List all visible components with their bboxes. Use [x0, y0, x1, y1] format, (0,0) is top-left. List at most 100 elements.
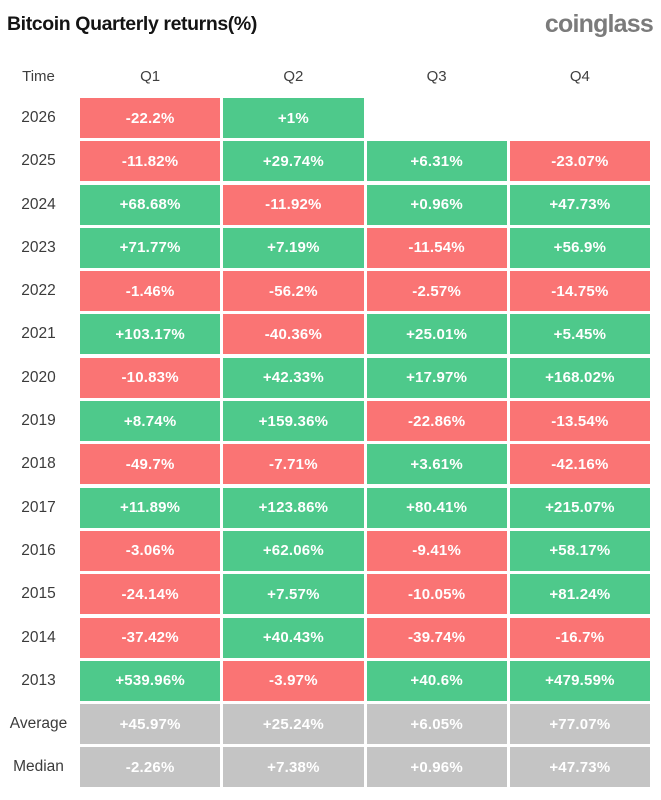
- table-row-2013: 2013 +539.96% -3.97% +40.6% +479.59%: [0, 660, 650, 701]
- return-cell-2026-q4: [510, 98, 650, 138]
- return-cell-2021-q1: +103.17%: [80, 314, 221, 355]
- return-cell-2024-q2: -11.92%: [223, 184, 364, 225]
- row-label: 2017: [21, 498, 56, 516]
- return-cell-average-q2: +25.24%: [223, 704, 364, 745]
- return-cell-2018-q4: -42.16%: [509, 444, 650, 485]
- row-label: 2020: [21, 368, 56, 386]
- table-header-row: Time Q1 Q2 Q3 Q4: [0, 64, 650, 88]
- return-cell-2024-q1: +68.68%: [80, 184, 221, 225]
- table-row-average: Average +45.97% +25.24% +6.05% +77.07%: [0, 704, 650, 745]
- return-cell-2014-q4: -16.7%: [509, 617, 650, 658]
- column-header-q2: Q2: [283, 67, 304, 85]
- return-cell-2021-q2: -40.36%: [223, 314, 364, 355]
- return-cell-2019-q3: -22.86%: [366, 401, 507, 442]
- return-cell-2014-q1: -37.42%: [80, 617, 221, 658]
- table-row-2020: 2020 -10.83% +42.33% +17.97% +168.02%: [0, 357, 650, 398]
- return-cell-2022-q4: -14.75%: [509, 271, 650, 312]
- table-row-2025: 2025 -11.82% +29.74% +6.31% -23.07%: [0, 141, 650, 182]
- return-cell-2019-q1: +8.74%: [80, 401, 221, 442]
- return-cell-2016-q4: +58.17%: [509, 530, 650, 571]
- table-row-2018: 2018 -49.7% -7.71% +3.61% -42.16%: [0, 444, 650, 485]
- return-cell-2020-q4: +168.02%: [509, 357, 650, 398]
- return-cell-2017-q1: +11.89%: [80, 487, 221, 528]
- return-cell-2015-q1: -24.14%: [80, 574, 221, 615]
- table-row-2026: 2026 -22.2% +1%: [0, 98, 650, 138]
- return-cell-2019-q4: -13.54%: [509, 401, 650, 442]
- return-cell-2015-q4: +81.24%: [509, 574, 650, 615]
- return-cell-2017-q2: +123.86%: [223, 487, 364, 528]
- coinglass-logo: coinglass: [544, 10, 654, 38]
- return-cell-2019-q2: +159.36%: [223, 401, 364, 442]
- return-cell-2016-q3: -9.41%: [366, 530, 507, 571]
- return-cell-average-q3: +6.05%: [366, 704, 507, 745]
- row-label: 2026: [21, 109, 56, 126]
- return-cell-median-q3: +0.96%: [366, 747, 507, 788]
- return-cell-2015-q3: -10.05%: [366, 574, 507, 615]
- table-row-median: Median -2.26% +7.38% +0.96% +47.73%: [0, 747, 650, 788]
- table-row-2022: 2022 -1.46% -56.2% -2.57% -14.75%: [0, 271, 650, 312]
- table-row-2017: 2017 +11.89% +123.86% +80.41% +215.07%: [0, 487, 650, 528]
- page-title: Bitcoin Quarterly returns(%): [7, 13, 257, 35]
- return-cell-2018-q2: -7.71%: [223, 444, 364, 485]
- return-cell-2024-q4: +47.73%: [509, 184, 650, 225]
- row-label: 2021: [21, 325, 56, 343]
- row-label: 2023: [21, 238, 56, 256]
- row-label: 2019: [21, 412, 56, 430]
- row-label: 2018: [21, 455, 56, 473]
- table-row-2019: 2019 +8.74% +159.36% -22.86% -13.54%: [0, 401, 650, 442]
- row-label: 2013: [21, 671, 56, 689]
- return-cell-2013-q4: +479.59%: [509, 660, 650, 701]
- return-cell-median-q4: +47.73%: [509, 747, 650, 788]
- return-cell-2022-q3: -2.57%: [366, 271, 507, 312]
- return-cell-2021-q3: +25.01%: [366, 314, 507, 355]
- return-cell-2026-q3: [367, 98, 507, 138]
- row-label: 2016: [21, 541, 56, 559]
- return-cell-2023-q3: -11.54%: [366, 227, 507, 268]
- return-cell-2023-q2: +7.19%: [223, 227, 364, 268]
- return-cell-2025-q2: +29.74%: [223, 141, 364, 182]
- return-cell-2025-q3: +6.31%: [366, 141, 507, 182]
- return-cell-2017-q3: +80.41%: [366, 487, 507, 528]
- return-cell-2016-q2: +62.06%: [223, 530, 364, 571]
- return-cell-2024-q3: +0.96%: [366, 184, 507, 225]
- return-cell-2013-q3: +40.6%: [366, 660, 507, 701]
- return-cell-median-q1: -2.26%: [80, 747, 221, 788]
- return-cell-2026-q2: +1%: [223, 98, 364, 138]
- return-cell-2020-q2: +42.33%: [223, 357, 364, 398]
- return-cell-2022-q1: -1.46%: [80, 271, 221, 312]
- return-cell-2016-q1: -3.06%: [80, 530, 221, 571]
- column-header-q3: Q3: [426, 67, 447, 85]
- return-cell-2013-q1: +539.96%: [80, 660, 221, 701]
- table-row-2024: 2024 +68.68% -11.92% +0.96% +47.73%: [0, 184, 650, 225]
- row-label: Median: [13, 758, 64, 776]
- row-label: Average: [9, 715, 68, 733]
- return-cell-2021-q4: +5.45%: [509, 314, 650, 355]
- header: Bitcoin Quarterly returns(%) coinglass: [0, 0, 661, 40]
- table-row-2014: 2014 -37.42% +40.43% -39.74% -16.7%: [0, 617, 650, 658]
- return-cell-2014-q3: -39.74%: [366, 617, 507, 658]
- table-row-2023: 2023 +71.77% +7.19% -11.54% +56.9%: [0, 227, 650, 268]
- row-label: 2015: [21, 585, 56, 603]
- row-label: 2025: [21, 152, 56, 170]
- return-cell-2015-q2: +7.57%: [223, 574, 364, 615]
- column-header-q1: Q1: [140, 67, 161, 85]
- return-cell-2022-q2: -56.2%: [223, 271, 364, 312]
- return-cell-2017-q4: +215.07%: [509, 487, 650, 528]
- return-cell-2020-q3: +17.97%: [366, 357, 507, 398]
- return-cell-2023-q1: +71.77%: [80, 227, 221, 268]
- table-row-2021: 2021 +103.17% -40.36% +25.01% +5.45%: [0, 314, 650, 355]
- row-label: 2024: [21, 195, 56, 213]
- return-cell-2023-q4: +56.9%: [509, 227, 650, 268]
- column-header-time: Time: [22, 67, 55, 85]
- column-header-q4: Q4: [569, 67, 590, 85]
- return-cell-2014-q2: +40.43%: [223, 617, 364, 658]
- table-row-2016: 2016 -3.06% +62.06% -9.41% +58.17%: [0, 530, 650, 571]
- return-cell-2026-q1: -22.2%: [80, 98, 221, 138]
- table-body: 2026 -22.2% +1% 2025 -11.82% +29.74% +6.31% -23…: [0, 98, 650, 788]
- return-cell-2025-q1: -11.82%: [80, 141, 221, 182]
- return-cell-median-q2: +7.38%: [223, 747, 364, 788]
- return-cell-2025-q4: -23.07%: [509, 141, 650, 182]
- return-cell-2018-q3: +3.61%: [366, 444, 507, 485]
- quarterly-returns-table: Time Q1 Q2 Q3 Q4 2026 -22.2% +1% 2025 -11.82% +29…: [0, 64, 650, 788]
